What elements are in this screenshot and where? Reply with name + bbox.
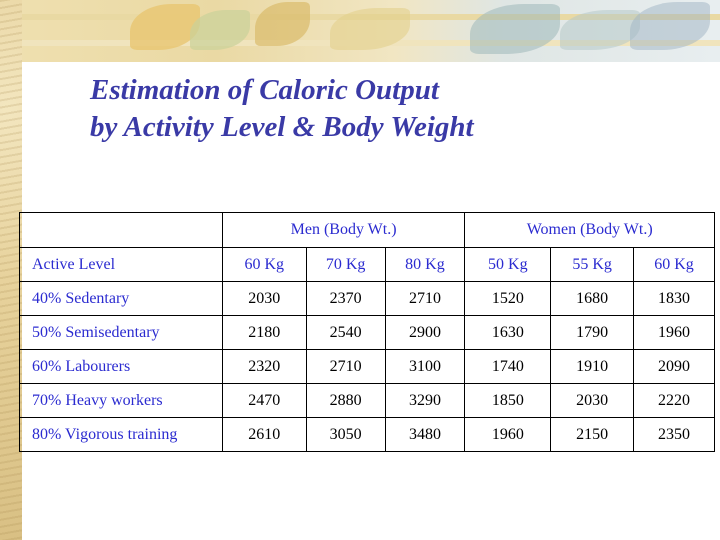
table-cell: 1740 (464, 349, 552, 384)
table-cell: 1960 (464, 417, 552, 452)
table-row: 50% Semisedentary 2180 2540 2900 1630 17… (19, 315, 715, 350)
table-cell: 1830 (633, 281, 715, 316)
table-cell: 1910 (550, 349, 635, 384)
column-header-row: Active Level 60 Kg 70 Kg 80 Kg 50 Kg 55 … (19, 247, 715, 282)
table-cell: 2710 (305, 349, 386, 384)
table-row: 40% Sedentary 2030 2370 2710 1520 1680 1… (19, 281, 715, 316)
table-cell: 2150 (550, 417, 635, 452)
table-row: 80% Vigorous training 2610 3050 3480 196… (19, 417, 715, 452)
table-cell: 2470 (221, 383, 307, 418)
table-cell: 2880 (305, 383, 386, 418)
col-header-women-55kg: 55 Kg (550, 247, 635, 282)
table-cell: 2610 (221, 417, 307, 452)
col-header-men-60kg: 60 Kg (221, 247, 307, 282)
table-cell: 1630 (464, 315, 552, 350)
table-cell: 2030 (221, 281, 307, 316)
table-row: 60% Labourers 2320 2710 3100 1740 1910 2… (19, 349, 715, 384)
decorative-parchment-strip (0, 0, 22, 540)
table-cell: 2090 (633, 349, 715, 384)
corner-cell (19, 212, 223, 248)
table-cell: 2320 (221, 349, 307, 384)
row-header-label: Active Level (19, 247, 223, 282)
table-row: 70% Heavy workers 2470 2880 3290 1850 20… (19, 383, 715, 418)
row-label: 60% Labourers (19, 349, 223, 384)
table-cell: 1790 (550, 315, 635, 350)
table-cell: 1520 (464, 281, 552, 316)
table-cell: 2370 (305, 281, 386, 316)
table-cell: 2540 (305, 315, 386, 350)
table-cell: 1960 (633, 315, 715, 350)
row-label: 80% Vigorous training (19, 417, 223, 452)
table-cell: 2900 (384, 315, 466, 350)
col-header-women-60kg: 60 Kg (633, 247, 715, 282)
row-label: 40% Sedentary (19, 281, 223, 316)
men-group-header: Men (Body Wt.) (221, 212, 466, 248)
table-cell: 1680 (550, 281, 635, 316)
col-header-women-50kg: 50 Kg (464, 247, 552, 282)
table-cell: 3050 (305, 417, 386, 452)
table-cell: 2710 (384, 281, 466, 316)
table-cell: 2350 (633, 417, 715, 452)
table-cell: 3290 (384, 383, 466, 418)
table-cell: 2220 (633, 383, 715, 418)
table-cell: 2030 (550, 383, 635, 418)
slide-title: Estimation of Caloric Output by Activity… (90, 72, 690, 146)
women-group-header: Women (Body Wt.) (464, 212, 715, 248)
table-cell: 3480 (384, 417, 466, 452)
col-header-men-70kg: 70 Kg (305, 247, 386, 282)
group-header-row: Men (Body Wt.) Women (Body Wt.) (19, 212, 715, 248)
table-cell: 1850 (464, 383, 552, 418)
caloric-output-table: Men (Body Wt.) Women (Body Wt.) Active L… (19, 212, 715, 452)
row-label: 70% Heavy workers (19, 383, 223, 418)
table-cell: 2180 (221, 315, 307, 350)
table-cell: 3100 (384, 349, 466, 384)
title-line-2: by Activity Level & Body Weight (90, 111, 474, 143)
decorative-top-banner (0, 0, 720, 62)
title-line-1: Estimation of Caloric Output (90, 74, 439, 106)
col-header-men-80kg: 80 Kg (384, 247, 466, 282)
row-label: 50% Semisedentary (19, 315, 223, 350)
